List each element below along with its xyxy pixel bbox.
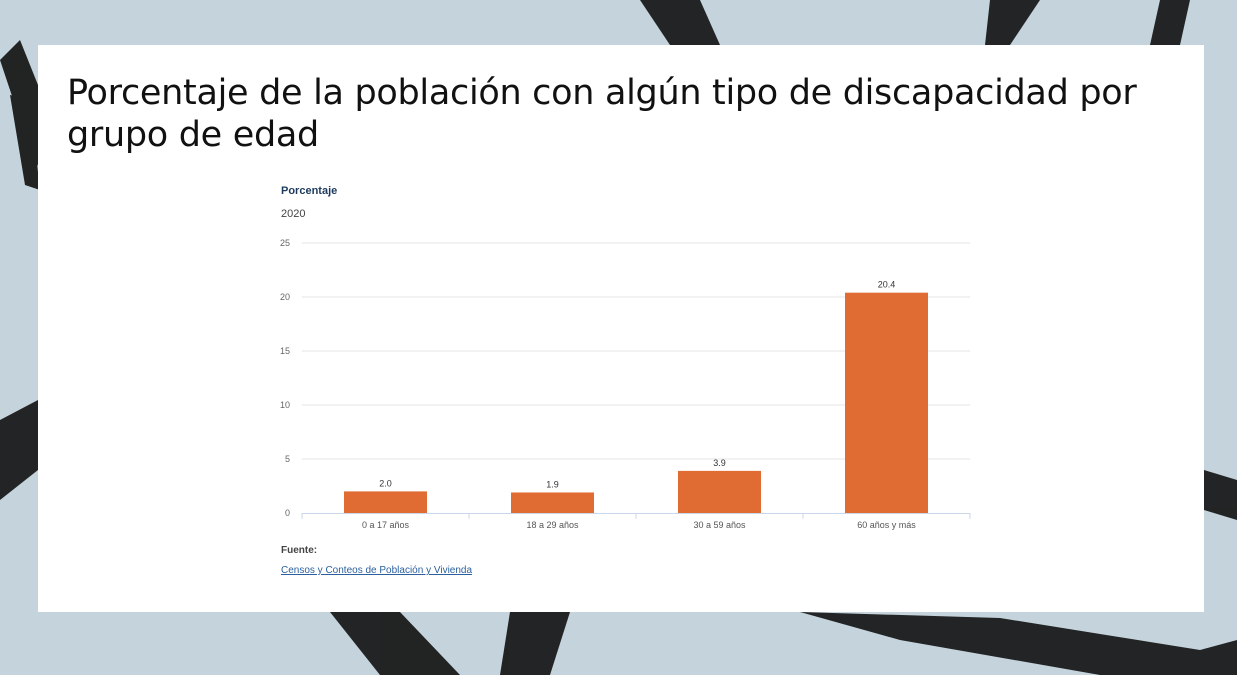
x-tick-label: 18 a 29 años [526,520,579,530]
chart-subtitle: 2020 [281,208,306,220]
slide-panel [38,45,1204,612]
y-tick-label: 10 [280,400,290,410]
slide-title: Porcentaje de la población con algún tip… [67,73,1137,155]
source-heading: Fuente: [281,545,318,556]
x-tick-label: 30 a 59 años [693,520,746,530]
y-tick-label: 5 [285,454,290,464]
source-link[interactable]: Censos y Conteos de Población y Vivienda [281,565,473,576]
data-label: 20.4 [878,280,896,290]
x-tick-label: 0 a 17 años [362,520,410,530]
y-tick-label: 25 [280,238,290,248]
y-axis-title: Porcentaje [281,185,338,197]
bar [678,470,761,513]
y-tick-label: 0 [285,508,290,518]
y-tick-label: 20 [280,292,290,302]
x-tick-label: 60 años y más [857,520,916,530]
y-tick-label: 15 [280,346,290,356]
data-label: 1.9 [546,479,559,489]
bar [344,491,427,513]
bar [845,292,928,513]
bar [511,492,594,513]
data-label: 2.0 [379,478,392,488]
data-label: 3.9 [713,458,726,468]
